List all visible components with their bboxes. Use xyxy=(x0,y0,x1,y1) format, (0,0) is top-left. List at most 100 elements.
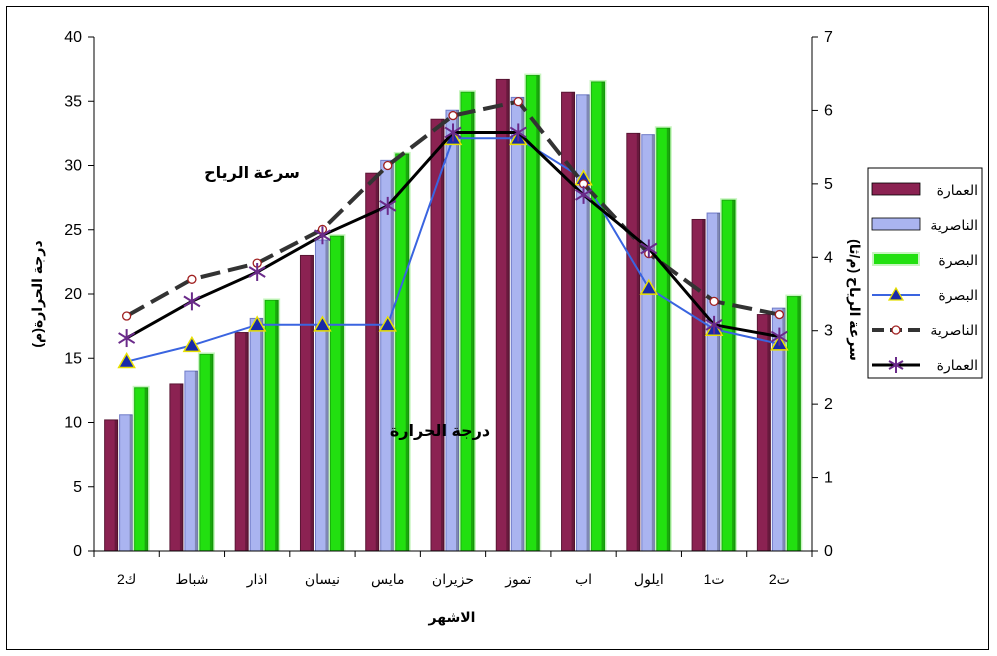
point-2-4 xyxy=(379,196,397,215)
bar-shade-0-5 xyxy=(441,119,444,552)
legend-label-1: الناصرية xyxy=(930,217,978,234)
bar-shade-1-0 xyxy=(129,414,133,551)
x-tick-9: ت1 xyxy=(704,571,725,587)
point-0-1 xyxy=(182,335,202,353)
x-tick-5: حزيران xyxy=(432,571,474,588)
bar-shade-1-2 xyxy=(260,318,264,551)
legend: العمارة الناصرية البصرة البصرة الناصرية العما… xyxy=(867,167,983,379)
left-tick-15: 15 xyxy=(64,350,82,367)
x-tick-8: ايلول xyxy=(634,571,664,588)
star-stroke-2 xyxy=(575,189,593,201)
bar-shade-0-8 xyxy=(636,133,640,551)
legend-label-5: العمارة xyxy=(937,357,978,374)
point-2-5 xyxy=(444,123,462,142)
bar-shade-2-3 xyxy=(340,236,344,552)
right-tick-5: 5 xyxy=(824,176,833,193)
right-tick-0: 0 xyxy=(824,543,833,560)
bar-shade-0-0 xyxy=(114,419,118,551)
point-1-9 xyxy=(709,296,719,306)
right-tick-3: 3 xyxy=(824,323,833,340)
temp-annotation: درجة الحرارة xyxy=(390,423,490,440)
bar-shade-1-9 xyxy=(717,213,721,552)
x-tick-4: مايس xyxy=(371,571,405,588)
point-1-10 xyxy=(774,309,785,320)
bar-shade-0-4 xyxy=(375,173,379,551)
legend-star-stroke-2 xyxy=(888,360,904,370)
point-1-4 xyxy=(383,160,393,171)
bars xyxy=(104,73,803,552)
left-axis-title: درجة الحرارة(م) xyxy=(29,240,46,347)
left-tick-0: 0 xyxy=(73,543,82,560)
bar-shade-0-9 xyxy=(702,219,706,551)
bar-shade-2-0 xyxy=(144,387,148,551)
star-stroke-2 xyxy=(705,318,723,331)
point-2-6 xyxy=(509,123,527,142)
bar-shade-1-1 xyxy=(194,371,198,551)
left-tick-5: 5 xyxy=(73,479,82,496)
left-tick-40: 40 xyxy=(64,29,82,46)
point-1-5 xyxy=(448,110,458,121)
star-stroke-2 xyxy=(313,229,331,242)
point-0-3 xyxy=(313,315,332,332)
chart-frame xyxy=(6,6,989,650)
legend-box xyxy=(867,167,983,379)
bar-shade-2-6 xyxy=(536,75,540,552)
point-1-0 xyxy=(121,311,132,321)
bar-shade-1-8 xyxy=(651,134,655,551)
bar-shade-0-7 xyxy=(571,92,575,551)
point-2-1 xyxy=(183,292,201,311)
x-tick-10: ت2 xyxy=(769,571,790,587)
legend-swatch-0 xyxy=(871,182,921,196)
point-2-8 xyxy=(640,239,658,258)
bar-shade-2-9 xyxy=(732,200,736,551)
lines xyxy=(117,96,789,369)
legend-label-3: البصرة xyxy=(938,287,978,304)
bar-shade-2-2 xyxy=(275,300,279,551)
left-tick-10: 10 xyxy=(64,415,82,432)
star-stroke-2 xyxy=(444,126,462,139)
axes: 0 5 10 15 20 25 30 35 40 0 1 2 3 4 5 6 7 ك2 شباط اذار نيسان م… xyxy=(64,29,833,588)
star-stroke-2 xyxy=(770,330,788,343)
bar-shade-2-8 xyxy=(666,128,670,552)
star-stroke-2 xyxy=(379,200,397,212)
bar-shade-1-4 xyxy=(390,160,394,552)
legend-label-0: العمارة xyxy=(937,182,978,199)
bar-shade-1-7 xyxy=(586,94,590,551)
x-tick-0: ك2 xyxy=(117,571,136,587)
left-tick-25: 25 xyxy=(64,222,82,239)
legend-marker-3 xyxy=(887,286,905,301)
bar-shade-2-5 xyxy=(471,92,474,551)
wind-annotation: سرعة الرياح xyxy=(204,165,300,182)
right-tick-6: 6 xyxy=(824,102,833,119)
x-tick-1: شباط xyxy=(175,571,208,587)
right-tick-2: 2 xyxy=(824,396,833,413)
bar-shade-2-4 xyxy=(405,153,409,551)
x-tick-7: اب xyxy=(575,571,592,587)
bar-shade-0-2 xyxy=(245,332,249,551)
legend-marker-4 xyxy=(891,325,901,335)
left-tick-30: 30 xyxy=(64,158,82,175)
bar-shade-2-10 xyxy=(797,296,801,551)
point-0-4 xyxy=(378,315,398,332)
point-0-8 xyxy=(639,278,659,295)
left-tick-20: 20 xyxy=(64,286,82,303)
right-tick-4: 4 xyxy=(824,249,833,266)
legend-marker-5 xyxy=(888,357,904,373)
bar-shade-1-6 xyxy=(521,97,525,552)
bar-shade-1-10 xyxy=(782,308,786,551)
point-2-7 xyxy=(575,185,593,204)
bar-shade-0-3 xyxy=(310,255,314,551)
bar-shade-1-5 xyxy=(456,110,459,552)
bar-shade-0-1 xyxy=(179,383,183,551)
point-0-2 xyxy=(247,315,267,332)
left-tick-35: 35 xyxy=(64,93,82,110)
legend-label-2: البصرة xyxy=(938,252,978,269)
point-2-9 xyxy=(705,315,723,334)
x-tick-6: تموز xyxy=(504,571,531,588)
right-axis-title: سرعة الرياح (م/ثا) xyxy=(846,239,863,361)
star-stroke-2 xyxy=(640,242,658,255)
point-1-1 xyxy=(187,274,197,284)
legend-swatch-2 xyxy=(874,254,918,264)
star-stroke-2 xyxy=(509,126,527,139)
